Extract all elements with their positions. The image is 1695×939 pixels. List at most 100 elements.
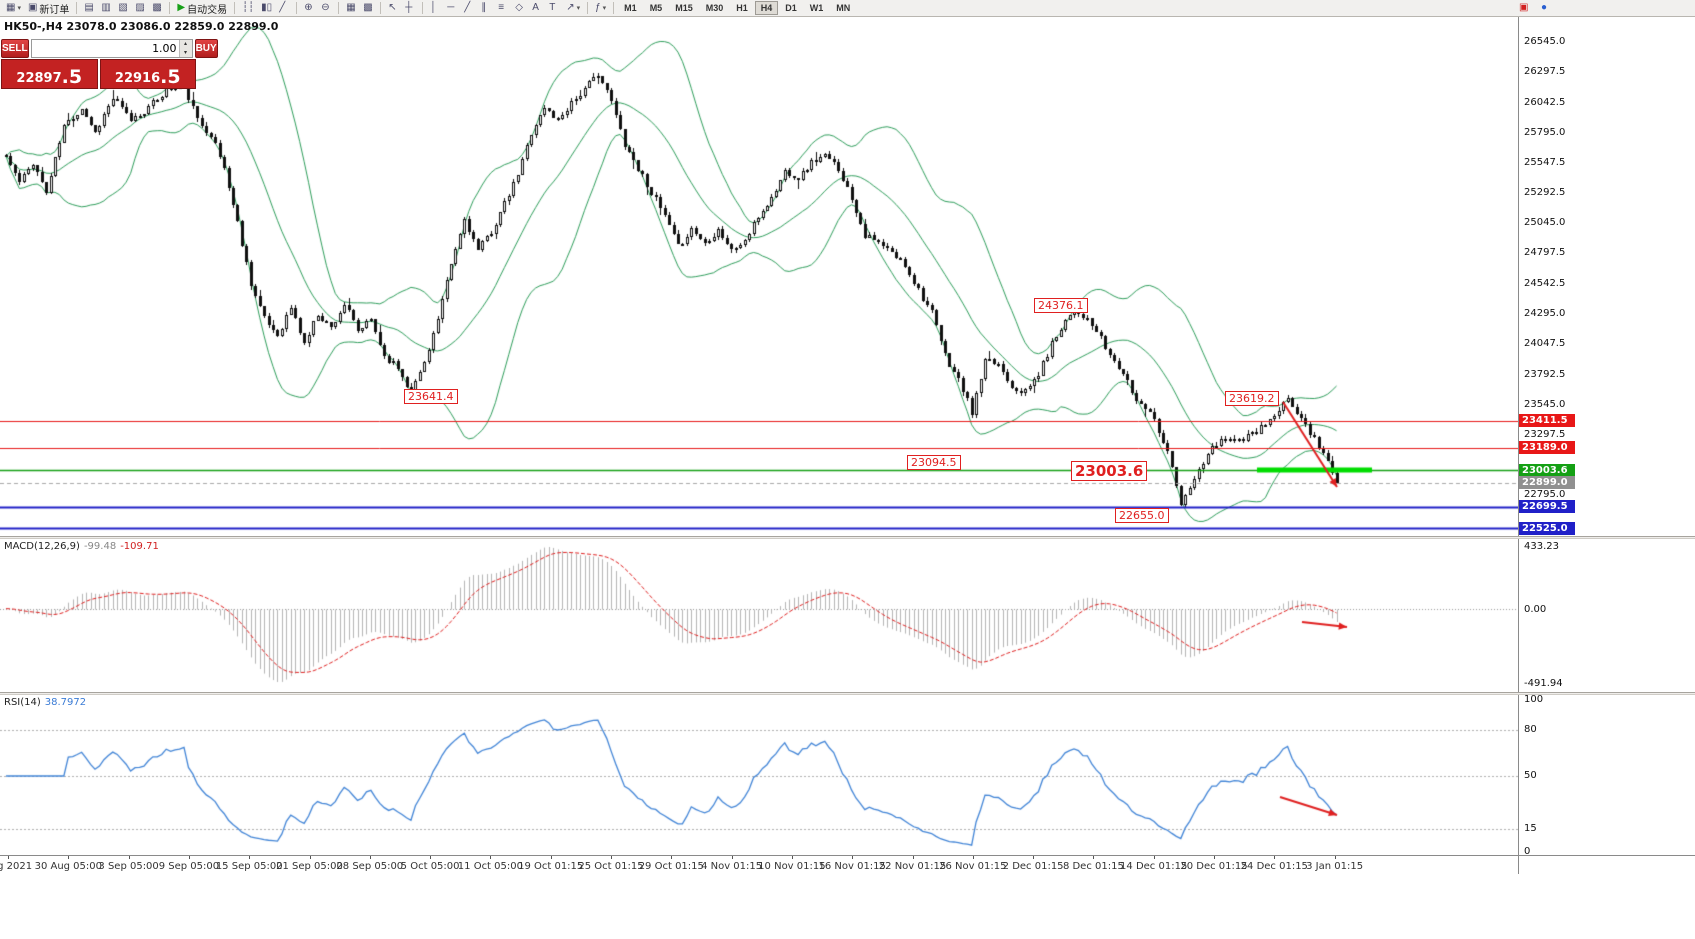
text-button[interactable]: A <box>529 1 545 16</box>
indicators-button[interactable]: ƒ ▾ <box>592 1 609 16</box>
time-tick <box>430 856 432 859</box>
chart-annotation-23094.5[interactable]: 23094.5 <box>907 455 961 470</box>
buy-price-frac: .5 <box>160 65 181 88</box>
price-chart-canvas[interactable] <box>0 17 1518 536</box>
toolbar-separator <box>338 2 340 14</box>
chart-annotation-23619.2[interactable]: 23619.2 <box>1225 391 1279 406</box>
panel-splitter[interactable] <box>0 692 1695 695</box>
zoom-out-button[interactable]: ⊖ <box>318 1 334 16</box>
rsi-axis[interactable]: 100 80 50 15 0 <box>1518 695 1695 855</box>
rsi-axis-label: 0 <box>1524 846 1531 855</box>
sell-price-box[interactable]: 22897 .5 <box>1 59 98 89</box>
toolbar-separator <box>169 2 171 14</box>
timeframe-m5-button[interactable]: M5 <box>644 1 669 15</box>
price-tick-label: 24797.5 <box>1524 247 1566 259</box>
cursor-button[interactable]: ↖ <box>385 1 401 16</box>
channel-button[interactable]: ∥ <box>478 1 494 16</box>
navigator-button[interactable]: ▧ <box>115 1 131 16</box>
crosshair-button[interactable]: ┼ <box>402 1 418 16</box>
text-label-icon: T <box>549 2 556 13</box>
price-tag-22899.0: 22899.0 <box>1519 476 1575 490</box>
trendline-button[interactable]: ╱ <box>461 1 477 16</box>
text-label-button[interactable]: T <box>546 1 562 16</box>
buy-button[interactable]: BUY <box>194 39 218 58</box>
chart-annotation-23003.6[interactable]: 23003.6 <box>1071 461 1148 481</box>
alert-red-icon-button[interactable]: ▣ <box>1516 1 1532 16</box>
terminal-icon: ▨ <box>135 2 145 13</box>
terminal-button[interactable]: ▨ <box>132 1 148 16</box>
timeframe-m1-button[interactable]: M1 <box>618 1 643 15</box>
time-tick <box>128 856 130 859</box>
timeframe-w1-button[interactable]: W1 <box>804 1 830 15</box>
line-chart-button[interactable]: ╱ <box>276 1 292 16</box>
bar-chart-button[interactable]: ┆┆ <box>239 1 257 16</box>
sell-button[interactable]: SELL <box>1 39 29 58</box>
time-label: 16 Nov 01:15 <box>818 861 886 872</box>
rsi-panel: RSI(14) 38.7972 100 80 50 15 0 <box>0 695 1695 855</box>
price-axis[interactable]: 26545.0 26297.5 26042.5 25795.0 25547.5 25292… <box>1518 17 1695 536</box>
candlestick-chart-button[interactable]: ▮▯ <box>258 1 275 16</box>
price-tick-label: 24295.0 <box>1524 308 1566 319</box>
timeframe-h1-button[interactable]: H1 <box>730 1 754 15</box>
market-watch-button[interactable]: ▤ <box>81 1 97 16</box>
timeframe-h4-button[interactable]: H4 <box>754 1 779 15</box>
time-tick <box>852 856 854 859</box>
cascade-windows-button[interactable]: ▩ <box>360 1 376 16</box>
time-label: 11 Oct 05:00 <box>457 861 523 872</box>
data-window-button[interactable]: ▥ <box>98 1 114 16</box>
time-label: 15 Sep 05:00 <box>215 861 283 872</box>
time-tick <box>1274 856 1276 859</box>
strategy-tester-button[interactable]: ▩ <box>149 1 165 16</box>
chart-annotation-24376.1[interactable]: 24376.1 <box>1034 298 1088 313</box>
volume-decrease-button[interactable]: ▾ <box>179 48 192 57</box>
volume-input[interactable] <box>31 40 179 57</box>
volume-increase-button[interactable]: ▴ <box>179 40 192 49</box>
toolbar-separator <box>613 2 615 14</box>
horizontal-line-button[interactable]: ─ <box>444 1 460 16</box>
time-tick <box>1334 856 1336 859</box>
panel-splitter[interactable] <box>0 536 1695 539</box>
zoom-in-button[interactable]: ⊕ <box>301 1 317 16</box>
price-tag-23411.5: 23411.5 <box>1519 414 1575 428</box>
time-tick <box>972 856 974 859</box>
chart-annotation-22655.0[interactable]: 22655.0 <box>1115 508 1169 523</box>
chart-annotation-23641.4[interactable]: 23641.4 <box>404 389 458 404</box>
time-tick <box>249 856 251 859</box>
cursor-icon: ↖ <box>388 2 397 13</box>
timeframe-mn-button[interactable]: MN <box>830 1 856 15</box>
timeframe-m15-button[interactable]: M15 <box>669 1 699 15</box>
price-tick-label: 24047.5 <box>1524 337 1566 349</box>
community-blue-icon-button[interactable]: ● <box>1538 1 1554 16</box>
text-icon: A <box>532 2 539 13</box>
tile-windows-icon: ▦ <box>346 2 356 13</box>
auto-trading-button[interactable]: ▶ 自动交易 <box>174 1 230 16</box>
vertical-line-button[interactable]: │ <box>427 1 443 16</box>
cascade-windows-icon: ▩ <box>363 2 373 13</box>
fibonacci-button[interactable]: ≡ <box>495 1 511 16</box>
new-order-icon: ▣ <box>27 2 38 13</box>
shapes-button[interactable]: ◇ <box>512 1 528 16</box>
time-label: 10 Nov 01:15 <box>758 861 826 872</box>
macd-canvas[interactable] <box>0 539 1518 692</box>
crosshair-icon: ┼ <box>405 2 413 13</box>
timeframe-d1-button[interactable]: D1 <box>779 1 803 15</box>
rsi-canvas[interactable] <box>0 695 1518 855</box>
toolbar-right-icons: ▣ ● <box>1516 1 1554 16</box>
new-order-button[interactable]: ▣ 新订单 <box>25 1 72 16</box>
tile-windows-button[interactable]: ▦ <box>343 1 359 16</box>
new-chart-button[interactable]: ▦ ▾ <box>3 1 24 16</box>
axis-divider <box>1518 856 1519 874</box>
time-label: 5 Oct 05:00 <box>400 861 460 872</box>
time-label: 21 Sep 05:00 <box>276 861 343 872</box>
arrows-button[interactable]: ↗ ▾ <box>563 1 583 16</box>
time-tick <box>791 856 793 859</box>
horizontal-line-icon: ─ <box>447 2 455 13</box>
bottom-filler <box>0 874 1695 938</box>
macd-axis[interactable]: 433.23 0.00 -491.94 <box>1518 539 1695 692</box>
timeframe-m30-button[interactable]: M30 <box>700 1 730 15</box>
indicators-icon: ƒ <box>595 2 601 13</box>
buy-price-box[interactable]: 22916 .5 <box>99 59 196 89</box>
quote-header: HK50-,H4 23078.0 23086.0 22859.0 22899.0 <box>4 20 279 33</box>
